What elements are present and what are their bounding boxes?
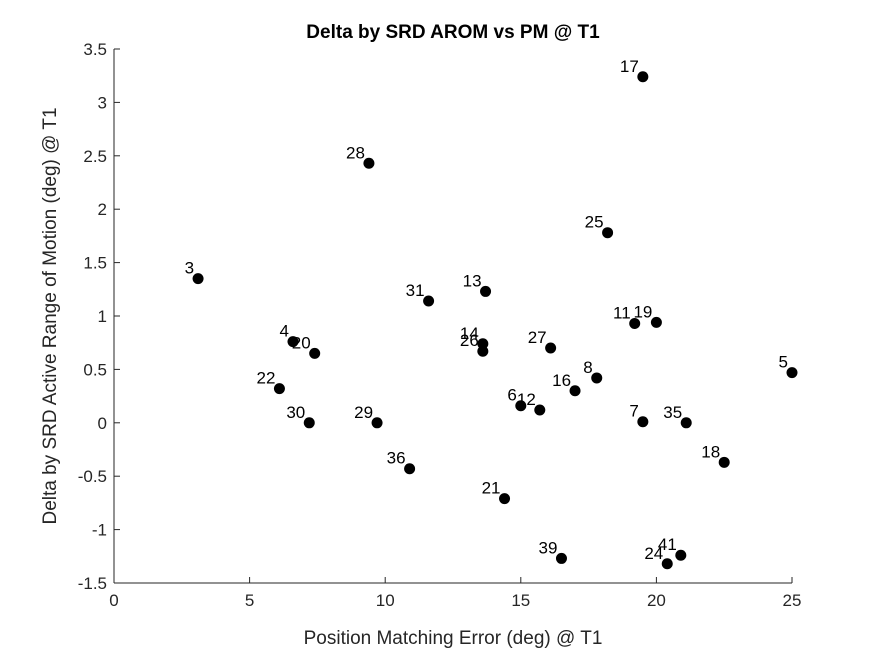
data-point <box>718 456 730 468</box>
data-point <box>555 552 567 564</box>
data-point-label: 12 <box>517 390 536 409</box>
data-point-label: 22 <box>257 369 276 388</box>
data-point <box>515 400 527 412</box>
y-tick-label: 0.5 <box>83 360 107 379</box>
data-point <box>404 463 416 475</box>
data-point-label: 7 <box>629 402 638 421</box>
data-point-label: 29 <box>354 403 373 422</box>
data-point-label: 26 <box>460 331 479 350</box>
data-point <box>499 493 511 505</box>
data-point-label: 3 <box>185 259 194 278</box>
data-point-label: 19 <box>633 302 652 321</box>
data-point <box>637 71 649 83</box>
data-point <box>287 336 299 348</box>
data-point-label: 5 <box>779 353 788 372</box>
data-point <box>309 347 321 359</box>
data-point-label: 25 <box>585 213 604 232</box>
x-axis-label: Position Matching Error (deg) @ T1 <box>304 628 603 649</box>
x-tick-label: 25 <box>783 591 802 610</box>
data-point-label: 39 <box>539 538 558 557</box>
y-tick-label: 3 <box>98 93 107 112</box>
data-point <box>786 367 798 379</box>
y-tick-label: -0.5 <box>78 467 107 486</box>
y-tick-label: -1.5 <box>78 574 107 593</box>
data-point-label: 16 <box>552 371 571 390</box>
data-point <box>661 558 673 570</box>
data-point-label: 36 <box>387 449 406 468</box>
y-axis-label: Delta by SRD Active Range of Motion (deg… <box>40 107 61 524</box>
y-tick-label: 2 <box>98 200 107 219</box>
x-tick-label: 15 <box>511 591 530 610</box>
x-tick-label: 10 <box>376 591 395 610</box>
data-point <box>545 342 557 354</box>
data-point-label: 24 <box>644 544 663 563</box>
data-point-label: 41 <box>658 535 677 554</box>
data-point <box>650 316 662 328</box>
y-tick-label: -1 <box>92 521 107 540</box>
data-point <box>637 416 649 428</box>
data-point <box>480 285 492 297</box>
y-tick-label: 3.5 <box>83 40 107 59</box>
data-point-label: 35 <box>663 403 682 422</box>
data-point-label: 14 <box>460 324 479 343</box>
data-point-label: 30 <box>286 403 305 422</box>
data-point-label: 8 <box>583 358 592 377</box>
data-point-label: 27 <box>528 328 547 347</box>
data-point <box>680 417 692 429</box>
data-point-label: 21 <box>482 479 501 498</box>
plot-area: 0 5 10 15 20 25 -1.5 -1 -0.5 0 0.5 1 1.5 2 2.5 3 3.5 3 28 1… <box>78 40 802 610</box>
data-point <box>534 404 546 416</box>
data-point-label: 13 <box>463 271 482 290</box>
x-tick-label: 0 <box>109 591 118 610</box>
y-tick-label: 1 <box>98 307 107 326</box>
data-point <box>371 417 383 429</box>
x-tick-label: 20 <box>647 591 666 610</box>
data-point-label: 17 <box>620 57 639 76</box>
data-point <box>591 372 603 384</box>
y-tick-label: 2.5 <box>83 147 107 166</box>
data-point <box>675 549 687 561</box>
data-point-label: 11 <box>613 303 631 322</box>
y-tick-label: 0 <box>98 414 107 433</box>
data-point-label: 4 <box>280 322 289 341</box>
data-point <box>363 157 375 169</box>
x-tick-label: 5 <box>245 591 254 610</box>
data-point-label: 18 <box>701 442 720 461</box>
chart-title: Delta by SRD AROM vs PM @ T1 <box>306 22 600 43</box>
data-point <box>602 227 614 239</box>
y-tick-label: 1.5 <box>83 254 107 273</box>
data-point <box>423 295 435 307</box>
data-point <box>273 383 285 395</box>
data-point-label: 20 <box>292 333 311 352</box>
data-point <box>629 317 641 329</box>
data-point-label: 31 <box>406 281 425 300</box>
data-point <box>569 385 581 397</box>
data-point-label: 6 <box>507 386 516 405</box>
data-point <box>477 345 489 357</box>
data-point-label: 28 <box>346 143 365 162</box>
data-point <box>303 417 315 429</box>
data-point <box>192 273 204 285</box>
